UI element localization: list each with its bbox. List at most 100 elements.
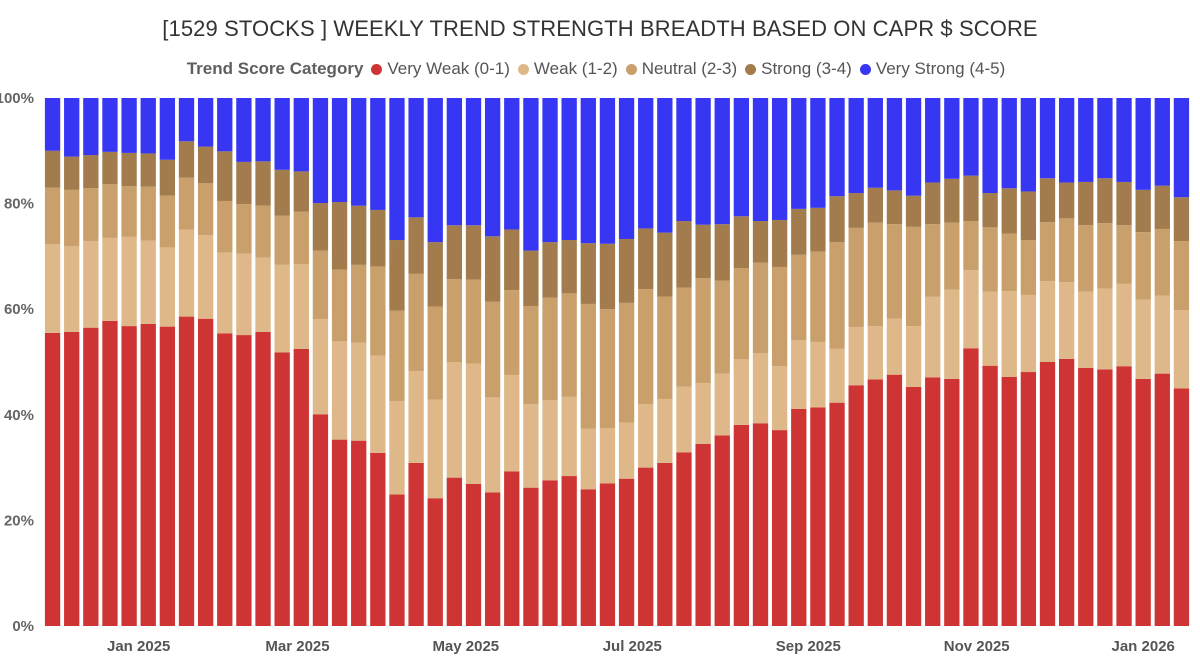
bar-segment-very-weak-20[interactable]	[427, 498, 443, 626]
bar-segment-weak-24[interactable]	[504, 375, 520, 472]
bar-segment-neutral-1[interactable]	[64, 189, 80, 247]
bar-segment-strong-33[interactable]	[676, 221, 692, 288]
bar-segment-very-strong-6[interactable]	[159, 98, 176, 160]
bar-segment-very-weak-18[interactable]	[389, 494, 405, 626]
bar-segment-neutral-34[interactable]	[695, 278, 711, 384]
bar-segment-very-strong-21[interactable]	[446, 98, 463, 226]
bar-segment-very-strong-29[interactable]	[599, 98, 616, 244]
bar-segment-strong-26[interactable]	[542, 242, 558, 298]
bar-segment-weak-44[interactable]	[886, 318, 903, 375]
bar-segment-very-weak-47[interactable]	[944, 378, 960, 626]
bar-segment-very-strong-31[interactable]	[638, 98, 654, 229]
bar-segment-strong-0[interactable]	[44, 150, 61, 188]
bar-segment-neutral-17[interactable]	[370, 266, 386, 356]
bar-segment-very-weak-40[interactable]	[810, 407, 826, 626]
bar-segment-very-weak-12[interactable]	[274, 352, 290, 627]
bar-segment-strong-39[interactable]	[791, 208, 807, 255]
legend-item-strong[interactable]: Strong (3-4)	[745, 59, 852, 79]
bar-segment-very-strong-35[interactable]	[714, 98, 730, 225]
bar-segment-weak-34[interactable]	[695, 383, 711, 444]
bar-segment-weak-40[interactable]	[810, 341, 826, 408]
bar-segment-weak-25[interactable]	[523, 404, 539, 488]
bar-segment-weak-2[interactable]	[83, 241, 99, 328]
bar-segment-weak-6[interactable]	[159, 247, 176, 327]
bar-segment-strong-19[interactable]	[408, 217, 424, 274]
bar-segment-strong-20[interactable]	[427, 242, 443, 307]
bar-segment-very-weak-57[interactable]	[1135, 378, 1151, 626]
bar-segment-neutral-8[interactable]	[197, 183, 214, 236]
bar-segment-strong-51[interactable]	[1020, 191, 1037, 241]
bar-segment-neutral-51[interactable]	[1020, 240, 1037, 295]
bar-segment-weak-12[interactable]	[274, 264, 290, 353]
bar-segment-neutral-12[interactable]	[274, 215, 290, 265]
bar-segment-weak-14[interactable]	[312, 319, 329, 415]
bar-segment-weak-20[interactable]	[427, 399, 443, 499]
bar-segment-very-weak-51[interactable]	[1020, 372, 1037, 626]
bar-segment-very-strong-49[interactable]	[982, 98, 998, 194]
bar-segment-weak-10[interactable]	[236, 253, 252, 336]
bar-segment-neutral-18[interactable]	[389, 310, 405, 402]
bar-segment-weak-13[interactable]	[293, 264, 309, 349]
bar-segment-neutral-47[interactable]	[944, 222, 960, 290]
bar-segment-very-weak-59[interactable]	[1173, 388, 1190, 626]
bar-segment-strong-47[interactable]	[944, 178, 960, 223]
bar-segment-neutral-44[interactable]	[886, 224, 903, 319]
bar-segment-very-strong-2[interactable]	[83, 98, 99, 156]
legend-item-very-weak[interactable]: Very Weak (0-1)	[371, 59, 510, 79]
bar-segment-very-weak-39[interactable]	[791, 408, 807, 626]
bar-segment-very-weak-34[interactable]	[695, 443, 711, 626]
bar-segment-very-weak-42[interactable]	[848, 385, 864, 626]
bar-segment-very-strong-10[interactable]	[236, 98, 252, 162]
bar-segment-strong-35[interactable]	[714, 224, 730, 281]
bar-segment-weak-19[interactable]	[408, 370, 424, 463]
bar-segment-very-strong-26[interactable]	[542, 98, 558, 243]
bar-segment-neutral-0[interactable]	[44, 187, 61, 245]
bar-segment-very-weak-36[interactable]	[733, 424, 750, 626]
bar-segment-neutral-10[interactable]	[236, 204, 252, 254]
bar-segment-strong-52[interactable]	[1039, 178, 1056, 223]
bar-segment-very-strong-39[interactable]	[791, 98, 807, 209]
bar-segment-very-strong-32[interactable]	[657, 98, 673, 233]
bar-segment-strong-46[interactable]	[925, 182, 941, 225]
bar-segment-strong-9[interactable]	[217, 151, 233, 201]
bar-segment-strong-42[interactable]	[848, 193, 864, 228]
bar-segment-very-weak-5[interactable]	[140, 323, 156, 626]
bar-segment-very-strong-51[interactable]	[1020, 98, 1037, 192]
bar-segment-neutral-7[interactable]	[178, 177, 195, 230]
bar-segment-very-weak-52[interactable]	[1039, 362, 1056, 626]
bar-segment-weak-52[interactable]	[1039, 281, 1056, 362]
bar-segment-very-strong-4[interactable]	[121, 98, 137, 153]
bar-segment-neutral-22[interactable]	[465, 279, 482, 364]
bar-segment-very-weak-23[interactable]	[484, 492, 501, 626]
bar-segment-very-weak-32[interactable]	[657, 462, 673, 626]
bar-segment-weak-4[interactable]	[121, 236, 137, 327]
bar-segment-very-strong-47[interactable]	[944, 98, 960, 179]
bar-segment-neutral-48[interactable]	[963, 221, 979, 271]
bar-segment-neutral-33[interactable]	[676, 287, 692, 387]
bar-segment-strong-31[interactable]	[638, 228, 654, 290]
bar-segment-very-strong-30[interactable]	[618, 98, 635, 239]
bar-segment-very-strong-0[interactable]	[44, 98, 61, 151]
bar-segment-very-weak-0[interactable]	[44, 332, 61, 626]
bar-segment-very-strong-53[interactable]	[1058, 98, 1075, 183]
bar-segment-very-strong-7[interactable]	[178, 98, 195, 142]
bar-segment-very-weak-15[interactable]	[331, 439, 348, 626]
bar-segment-neutral-21[interactable]	[446, 279, 463, 362]
bar-segment-neutral-57[interactable]	[1135, 232, 1151, 300]
bar-segment-very-weak-9[interactable]	[217, 333, 233, 626]
bar-segment-weak-59[interactable]	[1173, 310, 1190, 389]
bar-segment-weak-43[interactable]	[867, 326, 883, 380]
bar-segment-very-strong-40[interactable]	[810, 98, 826, 208]
bar-segment-strong-43[interactable]	[867, 187, 883, 223]
bar-segment-neutral-58[interactable]	[1154, 228, 1170, 296]
bar-segment-weak-35[interactable]	[714, 373, 730, 436]
bar-segment-very-strong-37[interactable]	[752, 98, 769, 222]
bar-segment-neutral-37[interactable]	[752, 262, 769, 354]
bar-segment-very-strong-50[interactable]	[1001, 98, 1017, 189]
bar-segment-strong-49[interactable]	[982, 193, 998, 228]
bar-segment-weak-22[interactable]	[465, 363, 482, 484]
bar-segment-strong-54[interactable]	[1078, 181, 1094, 226]
bar-segment-very-strong-19[interactable]	[408, 98, 424, 218]
bar-segment-weak-5[interactable]	[140, 240, 156, 324]
bar-segment-strong-59[interactable]	[1173, 197, 1190, 242]
